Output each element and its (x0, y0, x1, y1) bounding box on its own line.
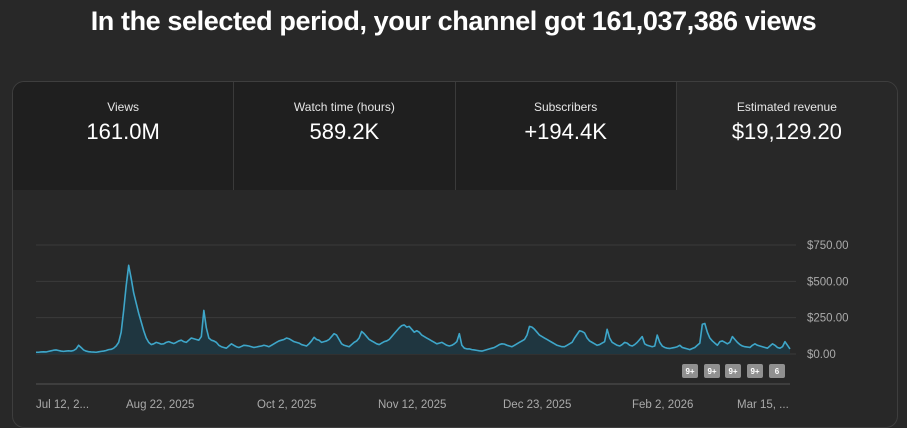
tab-views[interactable]: Views 161.0M (13, 82, 235, 190)
svg-text:9+: 9+ (685, 367, 694, 376)
svg-text:9+: 9+ (728, 367, 737, 376)
y-tick-label: $750.00 (807, 240, 849, 252)
x-tick-label: Oct 2, 2025 (257, 399, 316, 411)
revenue-chart[interactable]: $750.00 $500.00 $250.00 $0.00 Jul 12, 2... A… (0, 0, 907, 418)
y-tick-label: $0.00 (807, 349, 836, 361)
revenue-area (36, 265, 790, 354)
annotation-badge[interactable]: 9+ (725, 364, 741, 378)
svg-text:6: 6 (775, 367, 780, 376)
page-headline: In the selected period, your channel got… (90, 6, 817, 36)
y-tick-label: $250.00 (807, 313, 849, 325)
tab-revenue-value: $19,129.20 (731, 119, 842, 144)
tab-watch-time[interactable]: Watch time (hours) 589.2K (234, 82, 456, 190)
tab-subscribers-label: Subscribers (533, 100, 598, 114)
x-tick-label: Feb 2, 2026 (632, 399, 693, 411)
x-tick-label: Jul 12, 2... (36, 399, 89, 411)
revenue-line (36, 264, 791, 354)
x-tick-label: Dec 23, 2025 (503, 399, 571, 411)
svg-text:9+: 9+ (707, 367, 716, 376)
y-tick-label: $500.00 (807, 276, 849, 288)
metric-tabs: Views 161.0M Watch time (hours) 589.2K S… (13, 82, 897, 190)
tab-estimated-revenue[interactable]: Estimated revenue $19,129.20 (676, 82, 897, 190)
svg-text:9+: 9+ (750, 367, 759, 376)
tab-subscribers[interactable]: Subscribers +194.4K (455, 82, 677, 190)
x-tick-label: Aug 22, 2025 (126, 399, 194, 411)
tab-watch-time-value: 589.2K (309, 119, 380, 144)
tab-subscribers-value: +194.4K (524, 119, 607, 144)
annotation-badge[interactable]: 9+ (747, 364, 763, 378)
tab-revenue-label: Estimated revenue (736, 100, 837, 114)
annotation-badge[interactable]: 9+ (682, 364, 698, 378)
analytics-card: Views 161.0M Watch time (hours) 589.2K S… (12, 81, 898, 428)
annotation-badge[interactable]: 9+ (704, 364, 720, 378)
tab-views-value: 161.0M (86, 119, 160, 144)
tab-watch-time-label: Watch time (hours) (293, 100, 395, 114)
x-tick-label: Nov 12, 2025 (378, 399, 446, 411)
tab-views-label: Views (107, 100, 140, 114)
x-tick-label: Mar 15, ... (737, 399, 789, 411)
annotation-badge[interactable]: 6 (769, 364, 785, 378)
